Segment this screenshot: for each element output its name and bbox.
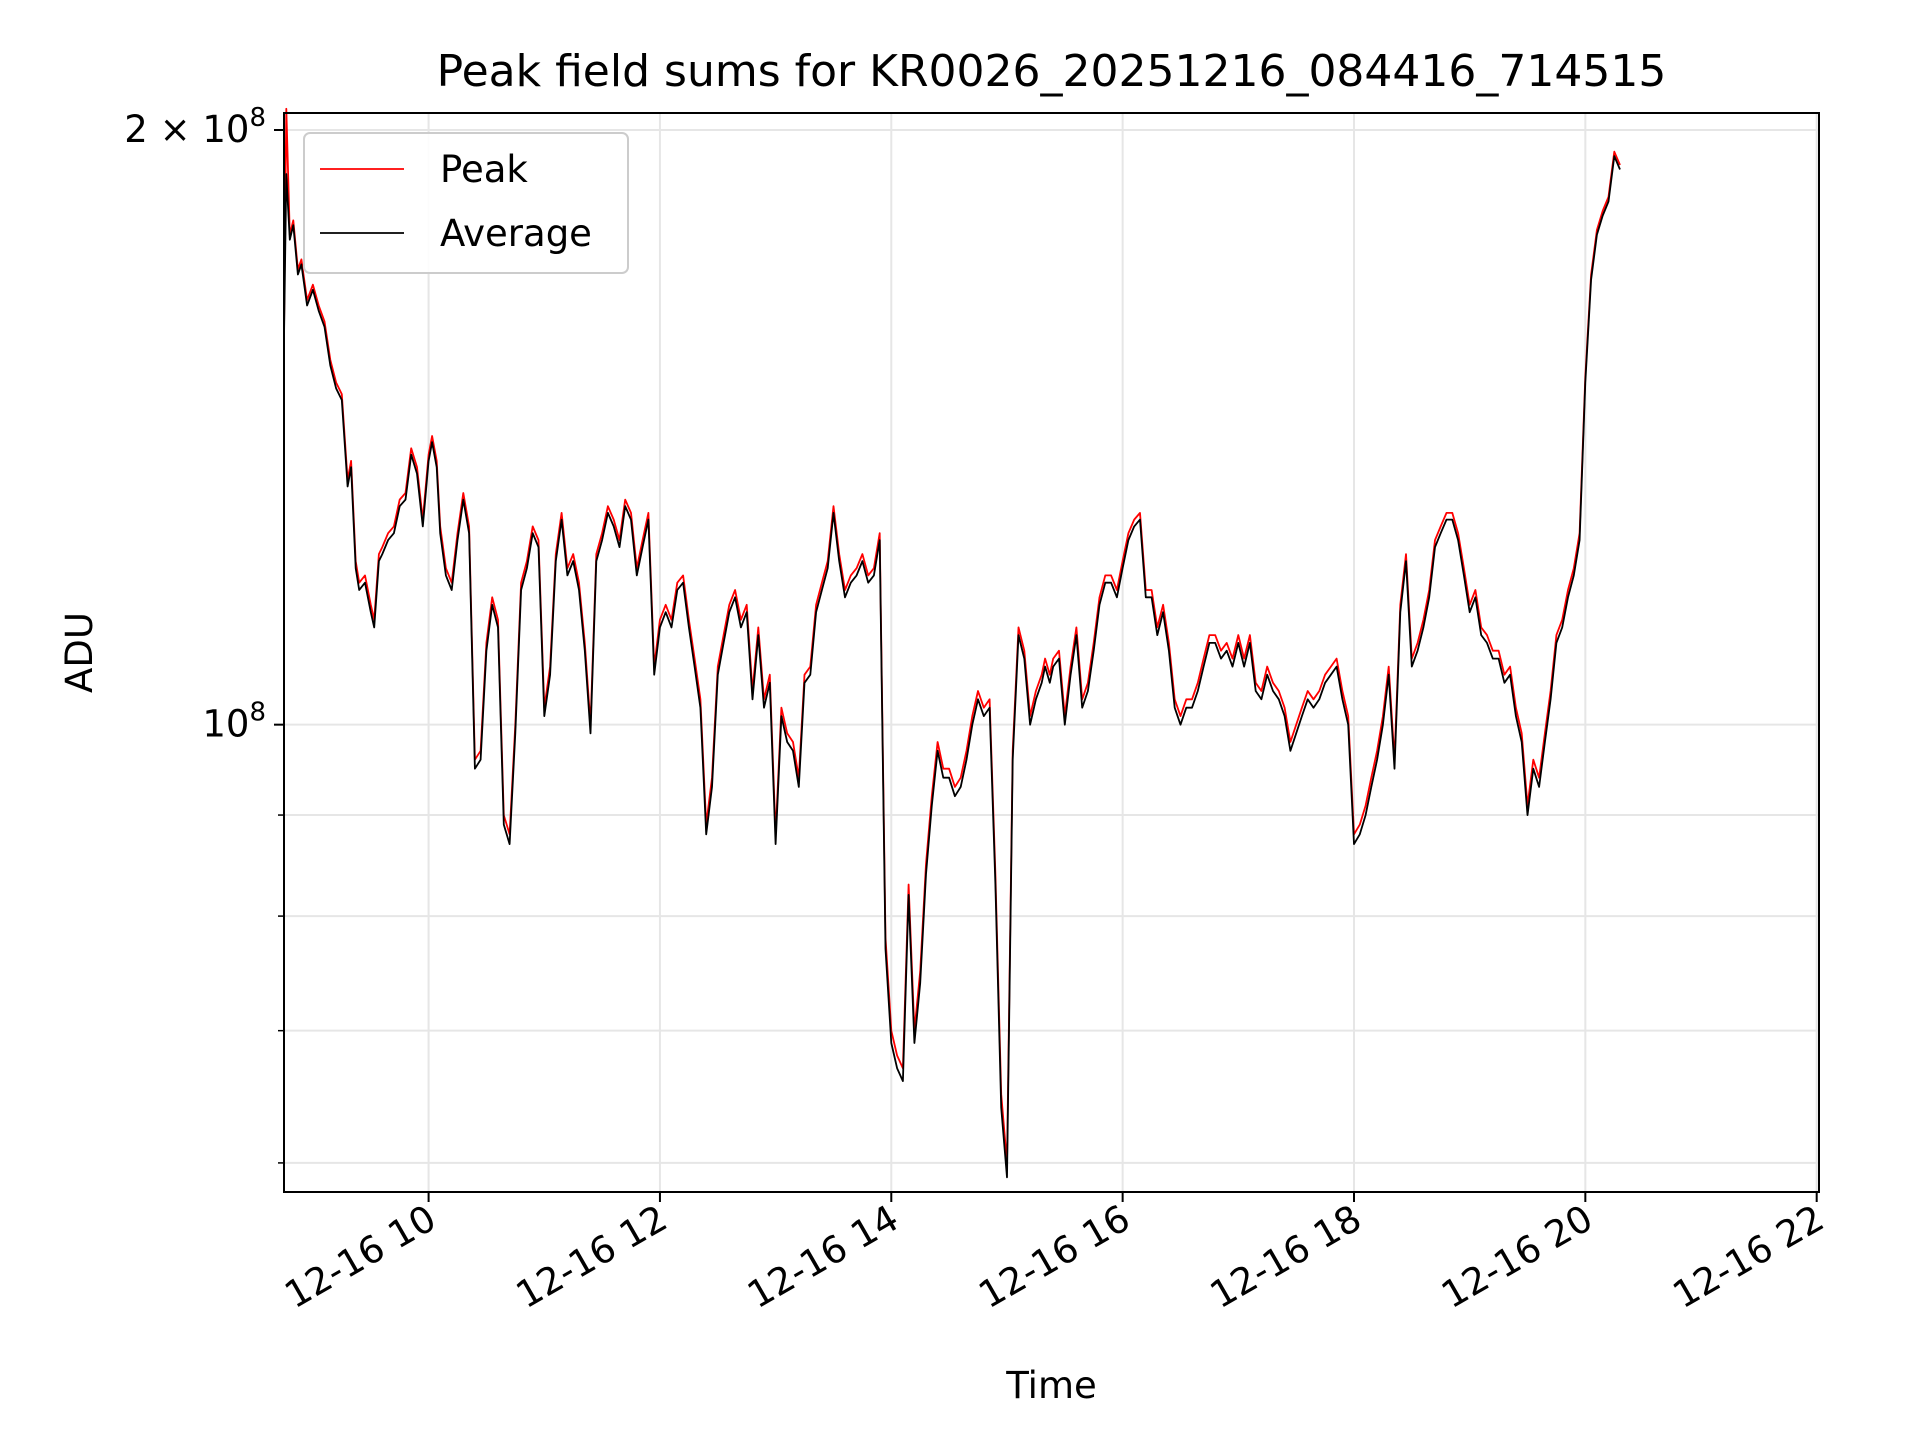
plot-frame bbox=[283, 112, 1820, 1193]
series-line-average bbox=[283, 155, 1621, 1179]
series-layer bbox=[283, 107, 1621, 1179]
y-tick-base: 2 × 10 bbox=[124, 108, 249, 151]
legend-label-average: Average bbox=[440, 212, 592, 255]
y-tick-exponent: 8 bbox=[249, 698, 266, 728]
y-tick-label: 2 × 108 bbox=[124, 103, 266, 151]
y-tick-label: 108 bbox=[202, 698, 266, 746]
grid-layer bbox=[284, 113, 1819, 1192]
legend-label-peak: Peak bbox=[440, 148, 528, 191]
x-axis-label: Time bbox=[1005, 1364, 1097, 1407]
y-axis-label: ADU bbox=[58, 612, 101, 693]
legend-box bbox=[303, 132, 629, 274]
y-tick-exponent: 8 bbox=[249, 103, 266, 133]
chart-title: Peak field sums for KR0026_20251216_0844… bbox=[437, 46, 1667, 97]
legend: Peak Average bbox=[303, 132, 629, 274]
y-tick-base: 10 bbox=[202, 703, 249, 746]
